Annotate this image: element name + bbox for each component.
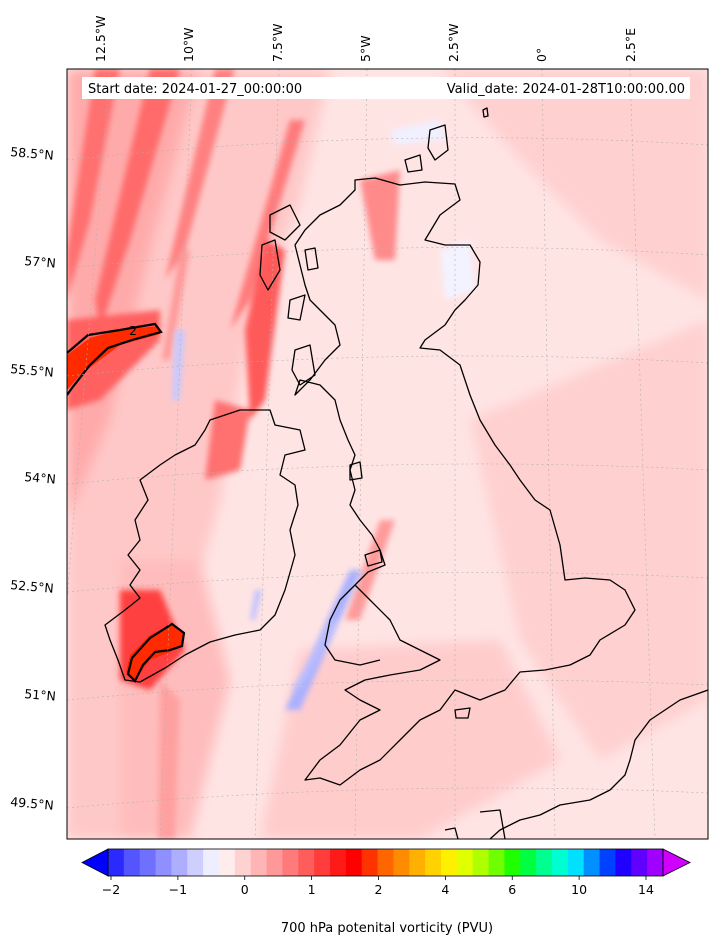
colorbar-cell: [298, 849, 315, 876]
colorbar-cell: [282, 849, 299, 876]
colorbar-cell: [425, 849, 442, 876]
valid-date-label: Valid_date: 2024-01-28T10:00:00.00: [447, 82, 685, 97]
pv-negative-patches: [172, 120, 475, 710]
colorbar-cell: [456, 849, 474, 876]
colorbar-cell: [583, 849, 601, 876]
colorbar-title: 700 hPa potenital vorticity (PVU): [281, 921, 493, 936]
colorbar-cell: [472, 849, 490, 876]
colorbar-cell: [520, 849, 537, 876]
colorbar-tick-label: −2: [102, 882, 120, 897]
lat-label-49.5N: 49.5°N: [10, 794, 55, 813]
colorbar-cell: [631, 849, 648, 876]
colorbar-cell: [647, 849, 664, 876]
contour-2pvu-southwest: [126, 622, 186, 683]
lat-label-52.5N: 52.5°N: [10, 577, 55, 596]
colorbar-cell: [599, 849, 617, 876]
colorbar-cell: [123, 849, 141, 876]
colorbar-cell: [219, 849, 236, 876]
colorbar-cell: [314, 849, 331, 876]
lon-label-10W: 10°W: [181, 27, 196, 62]
colorbar-cell: [250, 849, 268, 876]
colorbar-cell: [266, 849, 284, 876]
colorbar-cell: [441, 849, 458, 876]
colorbar-cell: [361, 849, 379, 876]
lon-label-12.5W: 12.5°W: [93, 16, 108, 62]
colorbar-tick-label: 4: [441, 882, 449, 897]
coast-ireland: [104, 409, 306, 683]
colorbar-tick-label: 6: [508, 882, 516, 897]
colorbar-ticks: −2 −1 0 1 2 4 6 10 14: [102, 876, 654, 897]
lat-labels: 58.5°N 57°N 55.5°N 54°N 52.5°N 51°N 49.5…: [10, 144, 57, 813]
coast-great-britain: [294, 177, 636, 786]
colorbar-cell: [567, 849, 585, 876]
lat-label-54N: 54°N: [24, 469, 57, 487]
colorbar-cell: [488, 849, 506, 876]
colorbar-cell: [345, 849, 363, 876]
coastlines: [104, 107, 708, 839]
colorbar-tick-label: 1: [308, 882, 316, 897]
map-frame: [66, 68, 709, 840]
lat-label-55.5N: 55.5°N: [10, 361, 55, 380]
lat-label-51N: 51°N: [24, 686, 57, 704]
colorbar-tick-label: 0: [241, 882, 249, 897]
colorbar-cell: [552, 849, 569, 876]
colorbar-cell: [155, 849, 173, 876]
lon-label-2.5W: 2.5°W: [446, 24, 461, 63]
map-plot-area: 2: [67, 69, 708, 839]
coast-wales: [324, 584, 381, 666]
lat-label-57N: 57°N: [24, 253, 57, 271]
colorbar-tick-label: −1: [169, 882, 187, 897]
colorbar-cell: [409, 849, 426, 876]
lon-labels: 12.5°W 10°W 7.5°W 5°W 2.5°W 0° 2.5°E: [93, 16, 638, 62]
colorbar-extend-max: [662, 848, 691, 877]
start-date-label: Start date: 2024-01-27_00:00:00: [88, 82, 302, 97]
coast-continent: [489, 689, 708, 839]
colorbar-cell: [377, 849, 395, 876]
colorbar-cell: [139, 849, 157, 876]
colorbar-cell: [171, 849, 188, 876]
lon-label-5W: 5°W: [358, 35, 373, 62]
lon-label-2.5E: 2.5°E: [623, 28, 638, 62]
lon-label-0: 0°: [534, 48, 549, 62]
contour-label: 2: [129, 323, 137, 338]
lon-label-7.5W: 7.5°W: [270, 24, 285, 63]
colorbar: −2 −1 0 1 2 4 6 10 14 700 hPa potenital vorticit…: [81, 848, 691, 936]
colorbar-tick-label: 10: [571, 882, 587, 897]
colorbar-cells: [108, 849, 664, 876]
colorbar-cell: [203, 849, 220, 876]
lat-label-58.5N: 58.5°N: [10, 144, 55, 163]
header-box: [82, 77, 690, 99]
colorbar-extend-min: [81, 848, 109, 877]
contour-2pvu-west: [67, 322, 163, 396]
colorbar-cell: [504, 849, 521, 876]
colorbar-cell: [234, 849, 252, 876]
colorbar-tick-label: 14: [638, 882, 654, 897]
colorbar-cell: [615, 849, 632, 876]
colorbar-cell: [393, 849, 410, 876]
colorbar-tick-label: 2: [375, 882, 383, 897]
colorbar-cell: [108, 849, 125, 876]
colorbar-cell: [330, 849, 347, 876]
colorbar-cell: [187, 849, 204, 876]
colorbar-cell: [536, 849, 553, 876]
pv-core-west: [67, 326, 160, 390]
colorbar-outline: [107, 848, 664, 877]
